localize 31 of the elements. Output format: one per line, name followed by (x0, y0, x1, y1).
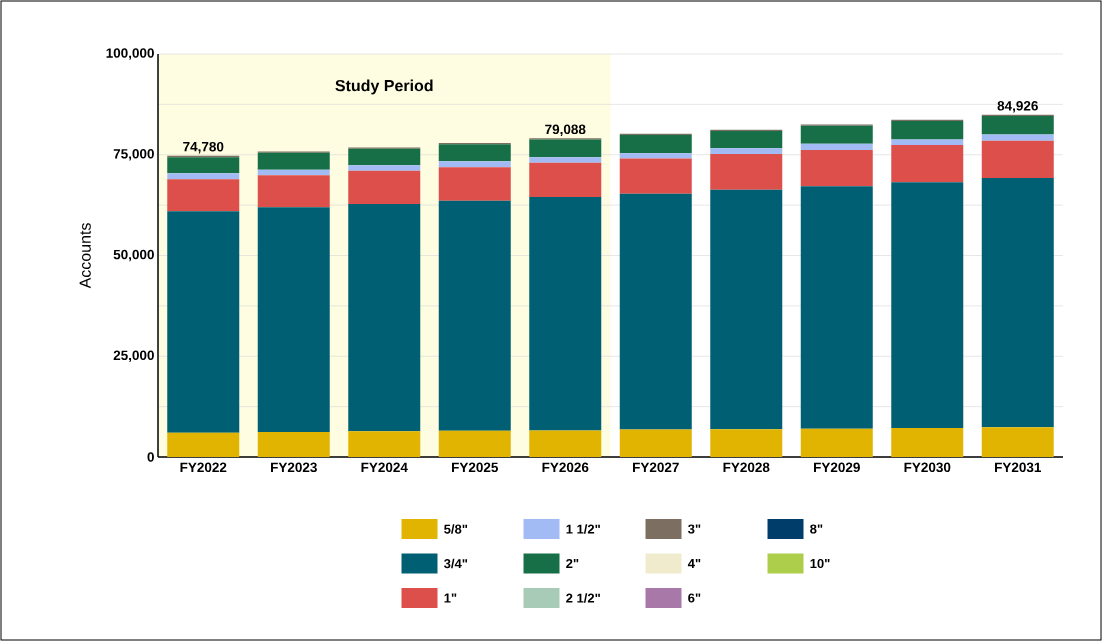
legend-label: 1" (444, 593, 457, 603)
x-tick-label: FY2028 (723, 462, 770, 473)
legend-label: 3/4" (444, 558, 468, 569)
legend-label: 3" (688, 524, 701, 534)
legend-label: 2 1/2" (566, 593, 600, 603)
x-tick-label: FY2031 (995, 462, 1042, 473)
x-tick-label: FY2023 (271, 462, 317, 473)
legend-label: 5/8" (444, 524, 468, 534)
x-tick-label: FY2029 (814, 462, 860, 473)
y-tick-label: 50,000 (113, 249, 154, 262)
legend-label: 6" (688, 593, 701, 603)
legend-label: 8" (810, 524, 823, 534)
legend-label: 2" (566, 558, 579, 569)
y-tick-label: 75,000 (113, 148, 154, 161)
x-tick-label: FY2022 (180, 462, 227, 473)
x-tick-label: FY2030 (904, 462, 951, 473)
y-tick-label: 25,000 (113, 350, 154, 362)
x-tick-label: FY2025 (452, 462, 499, 473)
x-tick-label: FY2027 (633, 462, 679, 473)
x-tick-label: FY2026 (542, 462, 589, 473)
band-label: Study Period (335, 79, 433, 95)
total-label: 84,926 (997, 101, 1038, 113)
legend-label: 10" (810, 558, 830, 569)
y-tick-label: 0 (147, 452, 154, 462)
x-tick-label: FY2024 (361, 462, 408, 473)
legend-label: 1 1/2" (566, 524, 600, 534)
total-label: 74,780 (183, 141, 224, 154)
legend-label: 4" (687, 559, 701, 568)
total-label: 79,088 (545, 124, 586, 137)
y-tick-label: 100,000 (106, 48, 154, 60)
y-axis-title: Accounts (79, 223, 91, 289)
